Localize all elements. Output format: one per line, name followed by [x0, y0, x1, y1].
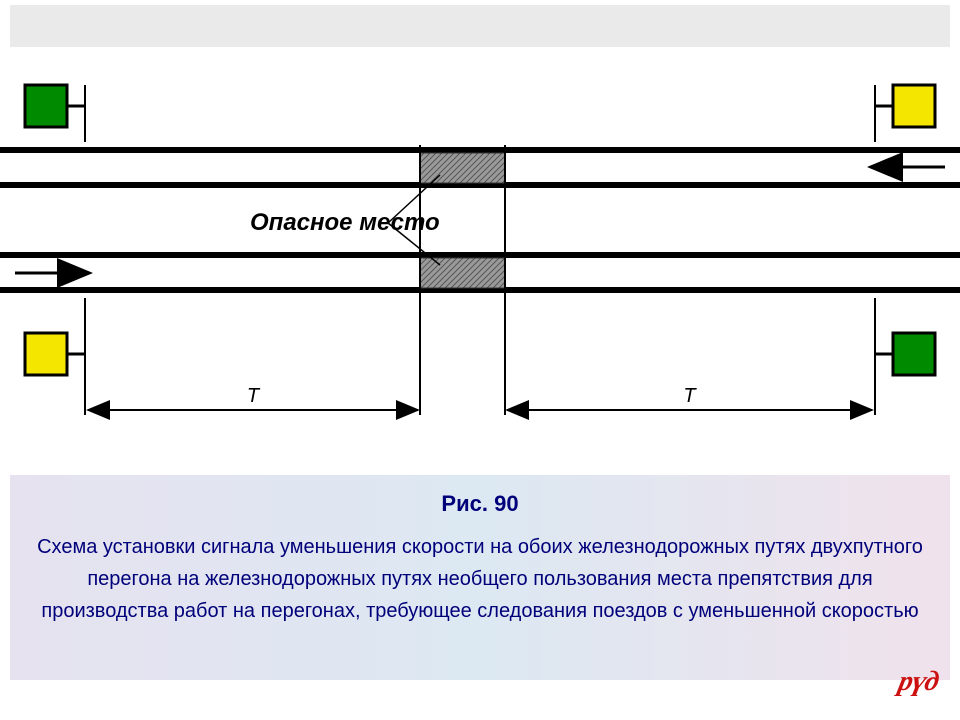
danger-label: Опасное место [250, 209, 440, 236]
figure-caption: Схема установки сигнала уменьшения скоро… [30, 531, 930, 627]
caption-panel: Рис. 90 Схема установки сигнала уменьшен… [10, 475, 950, 680]
figure-number: Рис. 90 [30, 491, 930, 517]
rzd-logo: рүд [896, 666, 942, 698]
signal-top-left-green [25, 85, 67, 127]
hazard-zone-top [420, 153, 505, 183]
signal-bottom-right-green [893, 333, 935, 375]
top-bar [10, 5, 950, 47]
page: Т Т Опасное место Рис. 90 Схема установки … [0, 0, 960, 720]
diagram-svg: Т Т Опасное место [0, 55, 960, 455]
signal-top-right-yellow [893, 85, 935, 127]
railway-diagram: Т Т Опасное место [0, 55, 960, 455]
signal-bottom-left-yellow [25, 333, 67, 375]
hazard-zone-bottom [420, 258, 505, 288]
svg-text:Т: Т [683, 385, 697, 407]
svg-text:Т: Т [247, 385, 261, 407]
